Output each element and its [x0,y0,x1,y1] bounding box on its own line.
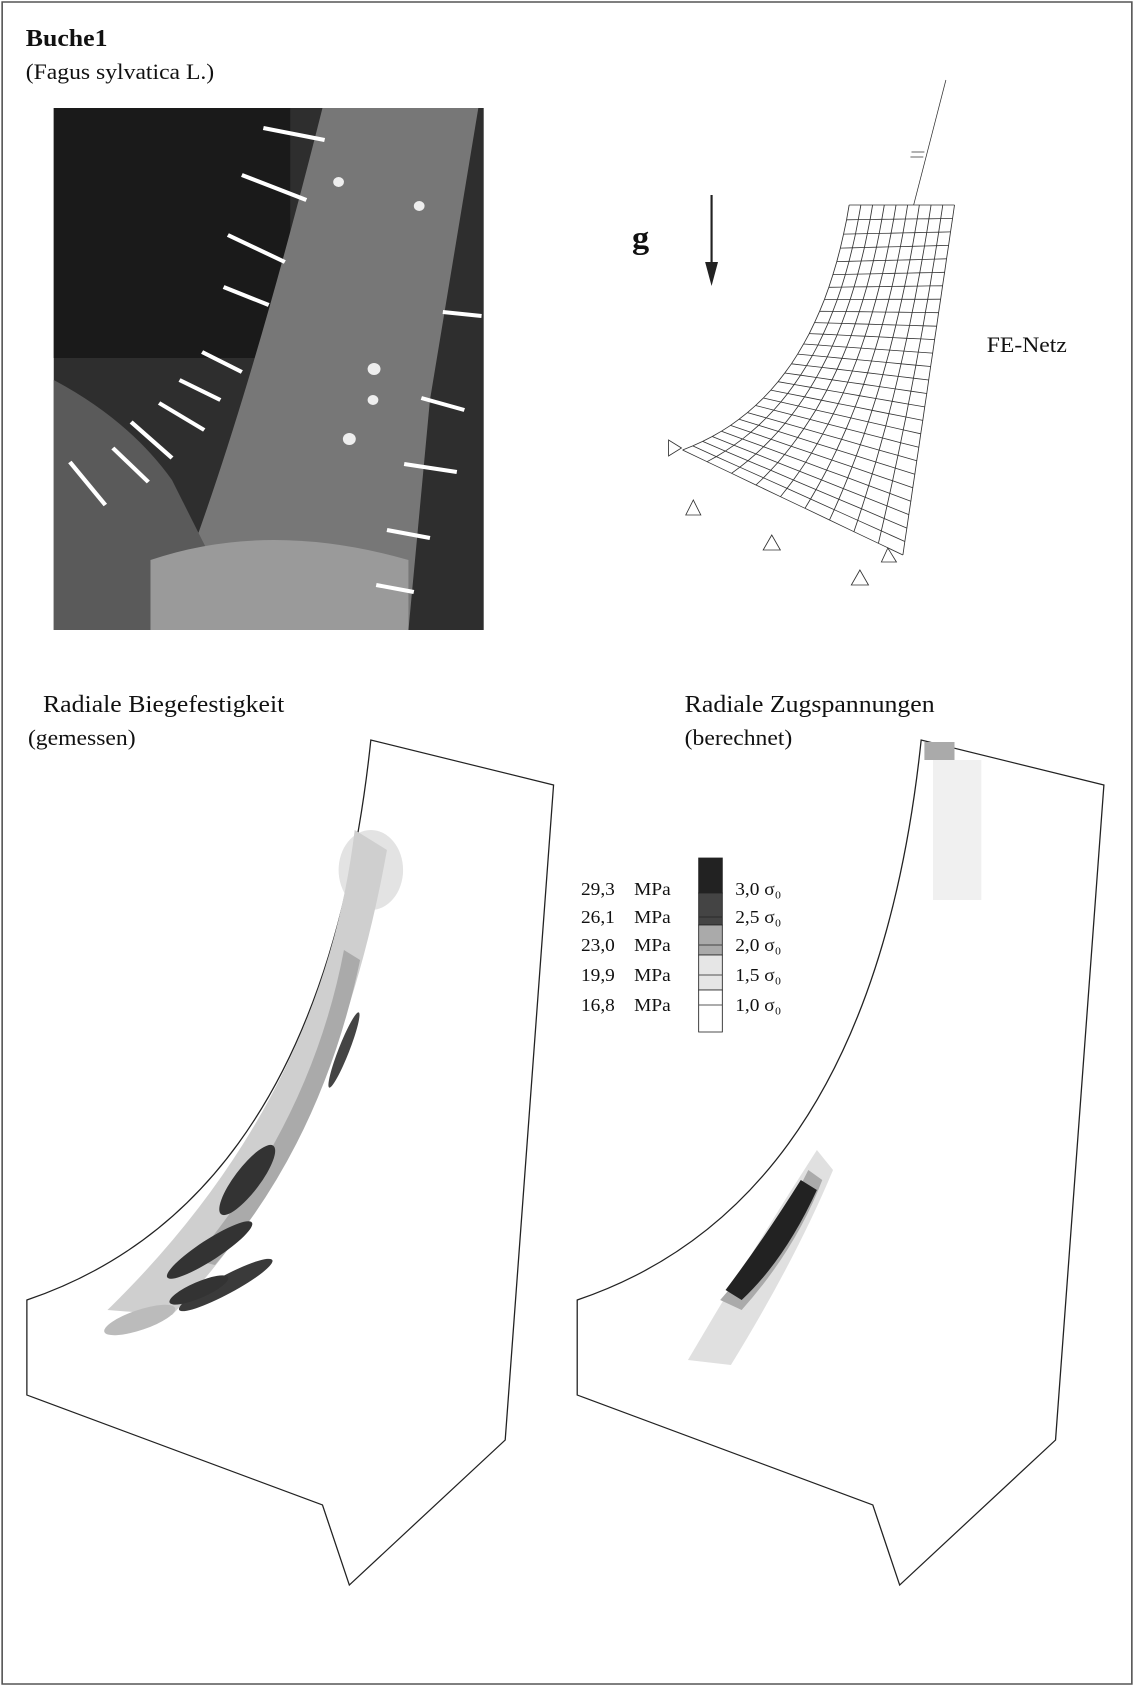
photo [54,108,484,630]
photo-base [150,540,408,630]
gravity-label: g [632,220,650,256]
legend-unit: MPa [634,996,671,1016]
panel-subtitle: (gemessen) [28,726,136,750]
legend-swatch [699,990,723,1032]
legend-swatch [699,925,723,955]
spot [414,201,425,211]
figure: Buche1 (Fagus sylvatica L.) [0,0,1134,1686]
spot [368,395,379,405]
legend-sigma: 1,0 σ₀ [735,996,781,1016]
panel-title: Radiale Biegefestigkeit [43,692,284,718]
legend-mpa: 19,9 [581,966,615,986]
legend-mpa: 29,3 [581,880,615,900]
zone [933,760,981,900]
subtitle: (Fagus sylvatica L.) [26,60,214,84]
legend-mpa: 23,0 [581,936,615,956]
legend-swatch [699,955,723,990]
legend-sigma: 2,5 σ₀ [735,908,781,928]
zone [924,742,954,760]
legend-unit: MPa [634,880,671,900]
page: Buche1 (Fagus sylvatica L.) [0,0,1134,1686]
fe-label: FE-Netz [987,333,1067,357]
title: Buche1 [26,26,108,52]
legend-sigma: 1,5 σ₀ [735,966,781,986]
spot [368,363,381,375]
legend-mpa: 16,8 [581,996,615,1016]
legend-unit: MPa [634,936,671,956]
panel-subtitle: (berechnet) [685,726,793,750]
legend-unit: MPa [634,966,671,986]
legend-sigma: 3,0 σ₀ [735,880,781,900]
spot [333,177,344,187]
legend-mpa: 26,1 [581,908,615,928]
legend-swatch [699,893,723,925]
panel-title: Radiale Zugspannungen [685,692,936,718]
legend-sigma: 2,0 σ₀ [735,936,781,956]
legend-unit: MPa [634,908,671,928]
spot [343,433,356,445]
legend-swatch [699,858,723,893]
photo-shadow [54,108,290,358]
